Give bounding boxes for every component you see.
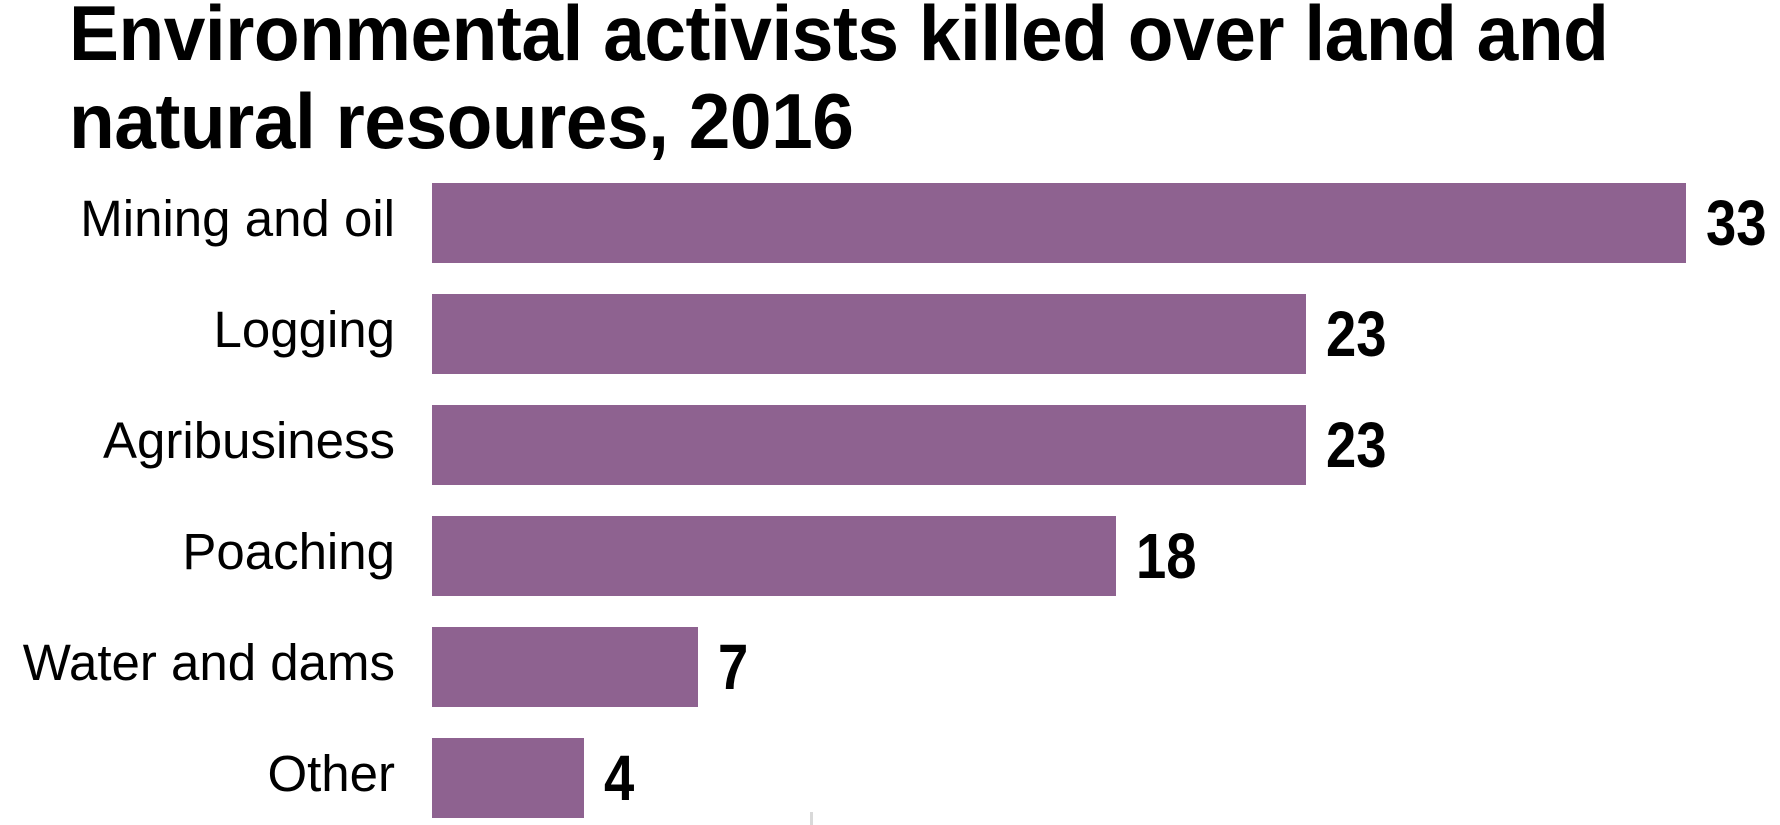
category-label: Poaching [182, 522, 395, 580]
bar [432, 738, 584, 818]
bar-row: Water and dams 7 [0, 627, 1780, 707]
bar-row: Other 4 [0, 738, 1780, 818]
bar [432, 627, 698, 707]
category-label: Agribusiness [103, 411, 395, 469]
chart-title-line2: natural resoures, 2016 [69, 77, 854, 165]
value-label: 23 [1326, 409, 1387, 481]
value-label: 4 [604, 742, 635, 814]
category-label: Water and dams [22, 633, 395, 691]
bar [432, 183, 1686, 263]
bar [432, 516, 1116, 596]
value-label: 18 [1136, 520, 1197, 592]
bar [432, 405, 1306, 485]
bar-row: Mining and oil 33 [0, 183, 1780, 263]
value-label: 33 [1706, 187, 1767, 259]
bar [432, 294, 1306, 374]
chart-title: Environmental activists killed over land… [69, 0, 1609, 165]
bar-row: Logging 23 [0, 294, 1780, 374]
category-label: Other [267, 744, 395, 802]
value-label: 23 [1326, 298, 1387, 370]
category-label: Mining and oil [80, 189, 395, 247]
category-label: Logging [213, 300, 395, 358]
bottom-tick-mark [810, 812, 813, 825]
bars-area: Mining and oil 33 Logging 23 Agribusiness 23 P… [0, 183, 1780, 818]
chart-title-line1: Environmental activists killed over land… [69, 0, 1609, 77]
value-label: 7 [718, 631, 749, 703]
bar-row: Poaching 18 [0, 516, 1780, 596]
bar-row: Agribusiness 23 [0, 405, 1780, 485]
